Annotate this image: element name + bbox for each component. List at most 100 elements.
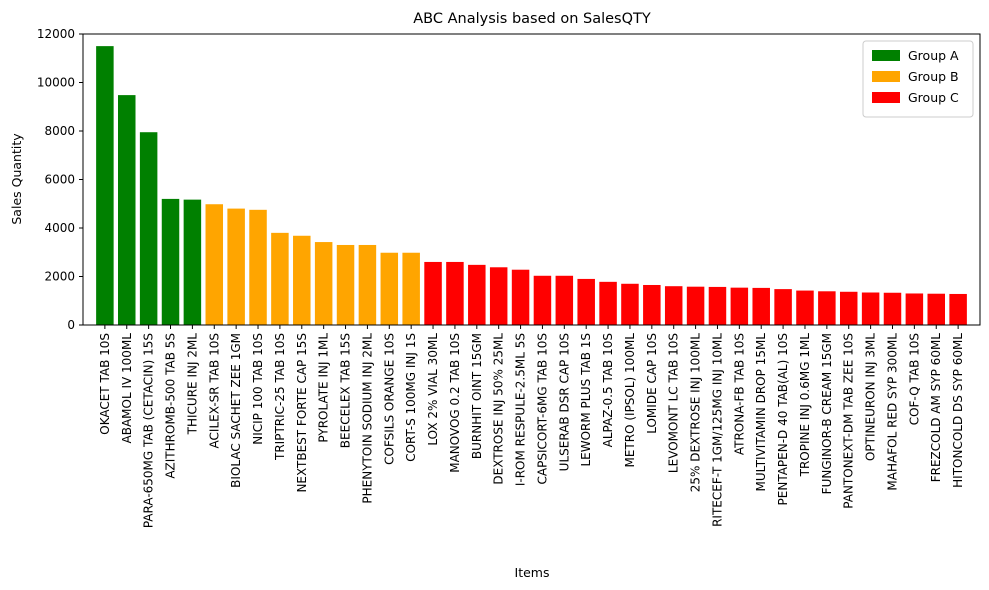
bar — [293, 235, 311, 325]
x-tick-label: MANOVOG 0.2 TAB 10S — [448, 333, 462, 473]
bar — [861, 292, 880, 325]
y-tick-label: 8000 — [44, 124, 75, 138]
x-tick-label: PYROLATE INJ 1ML — [317, 333, 331, 443]
bar — [927, 293, 945, 325]
y-ticks-layer: 0 2000 4000 6000 8000 10000 12000 — [37, 27, 83, 332]
x-tick-label: BEECELEX TAB 15S — [339, 333, 353, 448]
legend: Group A Group B Group C — [862, 40, 974, 118]
bar — [774, 289, 792, 325]
legend-swatch — [872, 71, 900, 82]
x-tick-label: METRO (IPSOL) 100ML — [623, 333, 637, 468]
bar — [599, 281, 617, 325]
x-tick-label: LEVOMONT LC TAB 10S — [667, 333, 681, 473]
bar — [664, 286, 683, 325]
chart-title: ABC Analysis based on SalesQTY — [413, 11, 651, 27]
bar — [511, 269, 530, 325]
x-tick-label: ALPAZ-0.5 TAB 10S — [601, 333, 615, 447]
legend-entry: Group B — [908, 69, 959, 84]
x-tick-label: PANTONEXT-DM TAB ZEE 10S — [842, 333, 856, 509]
x-tick-label: MAHAFOL RED SYP 300ML — [885, 333, 899, 491]
x-tick-label: PHENYTOIN SODIUM INJ 2ML — [360, 333, 374, 504]
x-tick-label: MULTIVITAMIN DROP 15ML — [754, 333, 768, 492]
legend-entry: Group A — [908, 48, 959, 63]
y-axis-label: Sales Quantity — [9, 133, 24, 225]
legend-swatch — [872, 92, 900, 103]
x-tick-label: HITONCOLD DS SYP 60ML — [951, 333, 965, 488]
x-tick-label: TROPINE INJ 0.6MG 1ML — [798, 333, 812, 478]
x-tick-label: PARA-650MG TAB (CETACIN) 15S — [142, 333, 156, 528]
plot-frame — [82, 33, 981, 326]
x-tick-label: OPTINEURON INJ 3ML — [864, 333, 878, 461]
bar — [839, 291, 858, 325]
bar — [643, 284, 661, 325]
bar — [468, 264, 486, 325]
y-tick-label: 12000 — [37, 27, 75, 41]
x-tick-label: PENTAPEN-D 40 TAB(AL) 10S — [776, 333, 790, 505]
x-ticks-layer: OKACET TAB 10S ABAMOL IV 100ML PARA-650MG … — [98, 325, 965, 528]
x-tick-label: ATRONA-FB TAB 10S — [732, 333, 746, 455]
legend-swatch — [872, 50, 900, 61]
x-tick-label: TRIPTRIC-25 TAB 10S — [273, 333, 287, 461]
x-tick-label: I-ROM RESPULE-2.5ML 5S — [514, 333, 528, 486]
bar — [314, 242, 333, 325]
bar — [118, 95, 136, 325]
bar — [271, 232, 289, 325]
x-tick-label: COFSILS ORANGE 10S — [382, 333, 396, 465]
x-tick-label: CORT-S 100MG INJ 1S — [404, 333, 418, 462]
bar — [905, 293, 924, 325]
x-axis-label: Items — [515, 565, 550, 580]
bar — [424, 261, 442, 325]
y-tick-label: 10000 — [37, 76, 75, 90]
x-tick-label: ABAMOL IV 100ML — [120, 333, 134, 444]
legend-entry: Group C — [908, 90, 959, 105]
bar — [402, 252, 420, 325]
bar — [358, 244, 377, 325]
x-tick-label: BURNHIT OINT 15GM — [470, 333, 484, 459]
x-tick-label: NICIP 100 TAB 10S — [251, 333, 265, 445]
bar — [205, 204, 224, 325]
x-tick-label: CAPSICORT-6MG TAB 10S — [535, 333, 549, 484]
bar — [555, 275, 574, 325]
bar — [708, 286, 727, 325]
bar — [818, 291, 836, 325]
bar — [161, 198, 180, 325]
x-tick-label: THICURE INJ 2ML — [185, 333, 199, 436]
bar — [96, 46, 114, 325]
x-tick-label: LOX 2% VIAL 30ML — [426, 333, 440, 446]
bar — [227, 208, 245, 325]
bar — [380, 252, 399, 325]
bars-layer — [96, 46, 967, 325]
bar — [883, 292, 902, 325]
x-tick-label: RITECEF-T 1GM/125MG INJ 10ML — [710, 333, 724, 527]
y-tick-label: 2000 — [44, 270, 75, 284]
bar — [336, 244, 355, 325]
x-tick-label: ULSERAB DSR CAP 10S — [557, 333, 571, 471]
bar — [489, 267, 508, 325]
bar — [577, 278, 595, 325]
x-tick-label: LOMIDE CAP 10S — [645, 333, 659, 434]
bar — [686, 286, 705, 325]
y-tick-label: 6000 — [44, 173, 75, 187]
bar — [183, 199, 202, 325]
bar — [139, 132, 158, 325]
x-tick-label: 25% DEXTROSE INJ 100ML — [689, 333, 703, 493]
bar — [621, 283, 639, 325]
x-tick-label: COF-Q TAB 10S — [907, 333, 921, 425]
x-tick-label: LEWORM PLUS TAB 1S — [579, 333, 593, 467]
x-tick-label: BIOLAC SACHET ZEE 1GM — [229, 333, 243, 488]
x-tick-label: ACILEX-SR TAB 10S — [207, 333, 221, 448]
bar — [533, 275, 552, 325]
x-tick-label: OKACET TAB 10S — [98, 333, 112, 435]
x-tick-label: DEXTROSE INJ 50% 25ML — [492, 333, 506, 485]
x-tick-label: FREZCOLD AM SYP 60ML — [929, 333, 943, 483]
bar — [949, 293, 967, 325]
y-tick-label: 4000 — [44, 221, 75, 235]
x-tick-label: FUNGINOR-B CREAM 15GM — [820, 333, 834, 494]
bar — [752, 287, 770, 325]
bar — [446, 261, 464, 325]
bar — [249, 209, 267, 325]
bar — [730, 287, 749, 325]
y-tick-label: 0 — [67, 318, 75, 332]
bar — [796, 290, 814, 325]
